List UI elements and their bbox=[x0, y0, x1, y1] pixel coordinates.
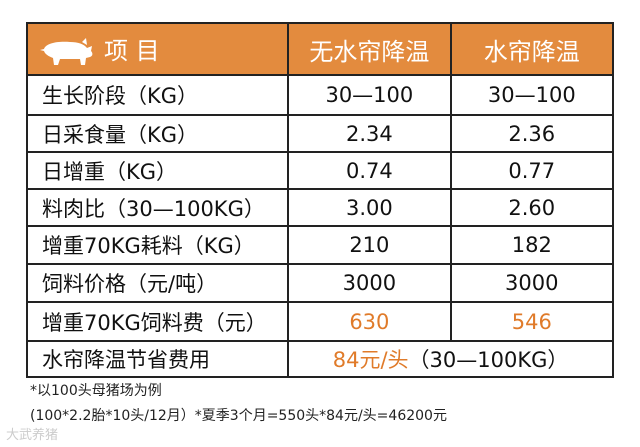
cell: 30—100 bbox=[449, 74, 615, 116]
summary-cell: 84元/头（30—100KG） bbox=[287, 340, 614, 378]
summary-row: 水帘降温节省费用 84元/头（30—100KG） bbox=[25, 340, 614, 378]
cell: 3.00 bbox=[287, 188, 452, 227]
table-body: 生长阶段（KG） 30—100 30—100 日采食量（KG） 2.34 2.36 日增重（… bbox=[25, 74, 615, 342]
header-row: 项 目 无水帘降温 水帘降温 bbox=[25, 22, 615, 76]
cell: 0.77 bbox=[449, 151, 615, 190]
row-label: 料肉比（30—100KG） bbox=[25, 188, 290, 227]
table-row: 日增重（KG） 0.74 0.77 bbox=[25, 151, 615, 190]
note: (100*2.2胎*10头/12月）*夏季3个月=550头*84元/头=4620… bbox=[30, 408, 447, 424]
row-label: 日增重（KG） bbox=[25, 151, 290, 190]
row-label: 饲料价格（元/吨） bbox=[25, 263, 290, 303]
cell: 2.36 bbox=[449, 114, 615, 153]
summary-range: （30—100KG） bbox=[408, 348, 569, 372]
cell: 182 bbox=[449, 225, 615, 265]
table-row: 增重70KG饲料费（元） 630 546 bbox=[25, 301, 615, 342]
watermark: 大武养猪 bbox=[6, 428, 59, 443]
cell: 0.74 bbox=[287, 151, 452, 190]
header-label: 项 目 bbox=[104, 37, 160, 65]
note: *以100头母猪场为例 bbox=[30, 383, 162, 399]
header-cell: 水帘降温 bbox=[449, 22, 615, 76]
comparison-table: 项 目 无水帘降温 水帘降温 生长阶段（KG） 30—100 30—100 日采食量（… bbox=[25, 22, 615, 378]
pig-icon bbox=[40, 38, 93, 65]
cell: 30—100 bbox=[287, 74, 452, 116]
table-row: 增重70KG耗料（KG） 210 182 bbox=[25, 225, 615, 265]
cell: 546 bbox=[449, 301, 615, 342]
header-cell: 无水帘降温 bbox=[287, 22, 452, 76]
table-row: 饲料价格（元/吨） 3000 3000 bbox=[25, 263, 615, 303]
cell: 3000 bbox=[287, 263, 452, 303]
row-label: 日采食量（KG） bbox=[25, 114, 290, 153]
table-row: 生长阶段（KG） 30—100 30—100 bbox=[25, 74, 615, 116]
cell: 2.60 bbox=[449, 188, 615, 227]
header-cell: 项 目 bbox=[25, 22, 290, 76]
row-label: 生长阶段（KG） bbox=[25, 74, 290, 116]
table-row: 料肉比（30—100KG） 3.00 2.60 bbox=[25, 188, 615, 227]
summary-value: 84元/头 bbox=[332, 348, 409, 372]
cell: 630 bbox=[287, 301, 452, 342]
cell: 2.34 bbox=[287, 114, 452, 153]
summary-label: 水帘降温节省费用 bbox=[25, 340, 290, 378]
cell: 3000 bbox=[449, 263, 615, 303]
row-label: 增重70KG耗料（KG） bbox=[25, 225, 290, 265]
row-label: 增重70KG饲料费（元） bbox=[25, 301, 290, 342]
cell: 210 bbox=[287, 225, 452, 265]
table-row: 日采食量（KG） 2.34 2.36 bbox=[25, 114, 615, 153]
